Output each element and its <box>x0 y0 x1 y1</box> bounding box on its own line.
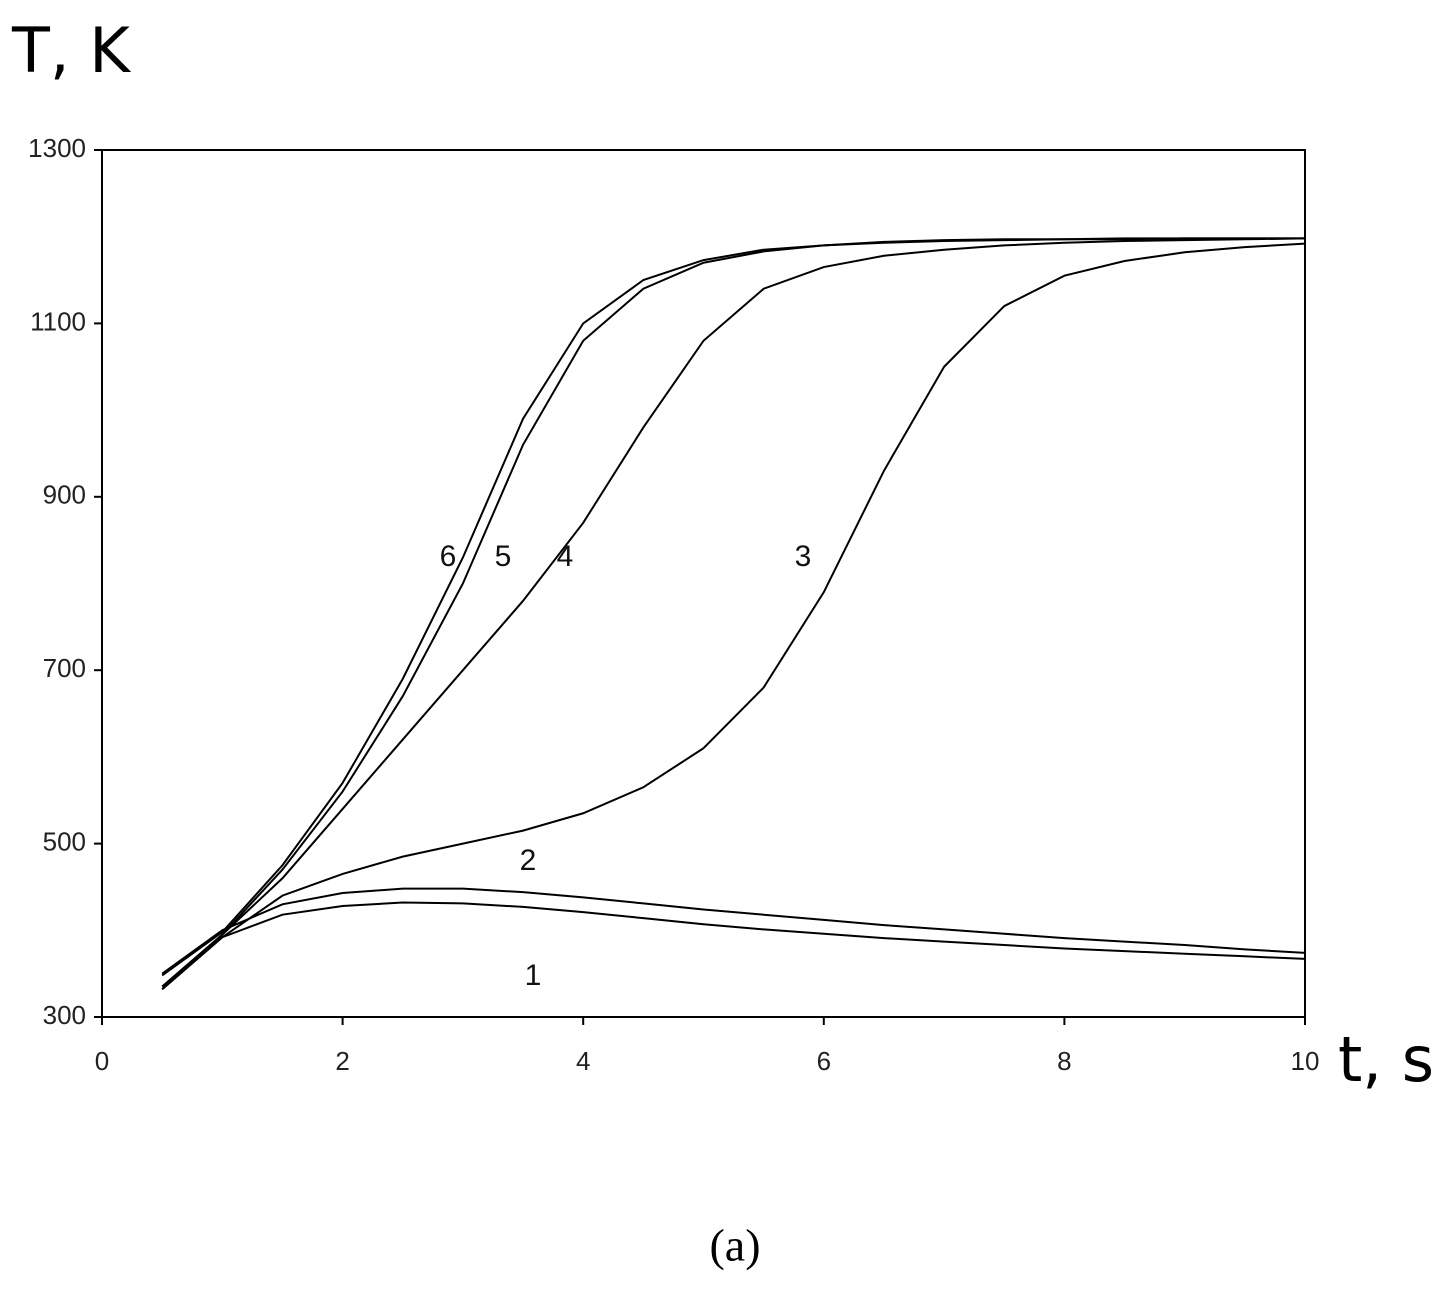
x-tick-label: 4 <box>576 1046 590 1076</box>
y-tick-label: 300 <box>43 1000 86 1030</box>
curve <box>161 237 1305 977</box>
curve-label: 2 <box>520 844 537 877</box>
caption: (a) <box>709 1220 760 1271</box>
x-tick-label: 2 <box>335 1046 349 1076</box>
curve-label: 4 <box>557 540 574 573</box>
y-tick-label: 700 <box>43 653 86 683</box>
curve <box>161 901 1306 991</box>
curve-label: 1 <box>525 959 542 992</box>
x-tick-label: 10 <box>1291 1046 1320 1076</box>
curve <box>161 237 1306 988</box>
x-tick-label: 6 <box>817 1046 831 1076</box>
x-tick-label: 8 <box>1057 1046 1071 1076</box>
curve-label: 3 <box>795 540 812 573</box>
curve <box>161 237 1305 988</box>
y-tick-label: 500 <box>43 826 86 856</box>
curve <box>161 242 1306 991</box>
curve <box>161 887 1306 975</box>
x-axis-title: t, s <box>1338 1023 1434 1096</box>
y-tick-label: 1300 <box>28 133 86 163</box>
curve-label: 6 <box>440 540 457 573</box>
curve-label: 5 <box>495 540 512 573</box>
y-tick-label: 900 <box>43 480 86 510</box>
y-tick-label: 1100 <box>30 306 86 336</box>
plot-frame <box>101 149 1306 1018</box>
x-tick-label: 0 <box>95 1046 109 1076</box>
y-axis-title: T, K <box>11 14 131 87</box>
